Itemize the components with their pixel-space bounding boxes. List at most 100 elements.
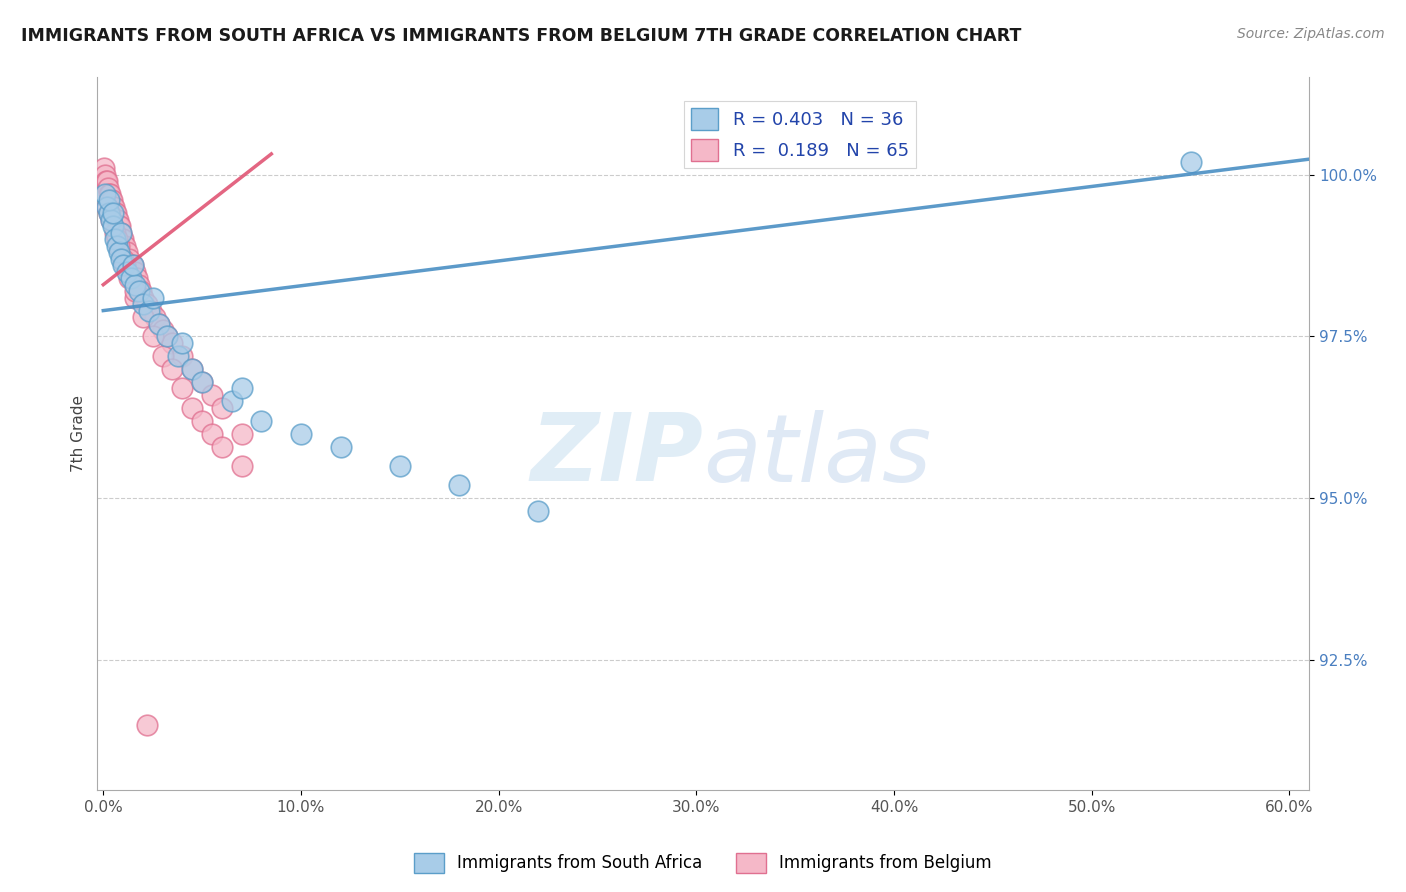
Point [108,219,131,234]
Point [135,297,157,311]
Point [172,335,194,350]
Point [101,219,124,234]
Point [98,187,121,202]
Legend: R = 0.403   N = 36, R =  0.189   N = 65: R = 0.403 N = 36, R = 0.189 N = 65 [685,101,917,169]
Point [114,258,136,272]
Text: IMMIGRANTS FROM SOUTH AFRICA VS IMMIGRANTS FROM BELGIUM 7TH GRADE CORRELATION CH: IMMIGRANTS FROM SOUTH AFRICA VS IMMIGRAN… [21,27,1022,45]
Point [152,349,174,363]
Point [124,265,146,279]
Point [148,317,170,331]
Point [231,426,253,441]
Point [128,284,150,298]
Point [98,194,121,208]
Point [103,200,125,214]
Point [118,252,141,266]
Point [96,200,118,214]
Point [112,252,135,266]
Text: atlas: atlas [703,409,932,500]
Point [250,414,273,428]
Point [231,458,253,473]
Y-axis label: 7th Grade: 7th Grade [72,395,86,472]
Point [100,213,122,227]
Point [221,394,243,409]
Point [122,258,145,272]
Point [211,401,233,415]
Point [98,187,121,202]
Point [139,303,162,318]
Point [191,375,214,389]
Point [105,232,128,246]
Point [110,226,132,240]
Point [110,226,132,240]
Point [148,317,170,331]
Point [110,252,132,266]
Point [112,258,135,272]
Point [98,206,121,220]
Point [124,291,146,305]
Point [96,174,118,188]
Point [191,414,214,428]
Point [101,194,124,208]
Point [108,245,131,260]
Text: Source: ZipAtlas.com: Source: ZipAtlas.com [1237,27,1385,41]
Point [1180,154,1202,169]
Point [191,375,214,389]
Point [101,200,124,214]
Point [105,213,128,227]
Point [172,349,194,363]
Point [124,284,146,298]
Point [155,329,177,343]
Point [94,187,117,202]
Point [132,310,155,324]
Point [100,213,122,227]
Point [98,206,121,220]
Point [142,291,165,305]
Point [93,161,115,175]
Point [128,277,150,292]
Point [162,335,184,350]
Point [120,271,142,285]
Point [132,291,155,305]
Point [329,440,352,454]
Point [211,440,233,454]
Point [112,232,135,246]
Point [114,239,136,253]
Point [104,232,127,246]
Point [104,206,127,220]
Point [129,284,152,298]
Point [135,718,157,732]
Point [96,200,118,214]
Point [96,174,118,188]
Point [142,329,165,343]
Point [108,239,131,253]
Point [172,381,194,395]
Point [107,213,129,227]
Legend: Immigrants from South Africa, Immigrants from Belgium: Immigrants from South Africa, Immigrants… [408,847,998,880]
Point [124,277,146,292]
Point [97,180,120,194]
Point [105,239,128,253]
Point [388,458,411,473]
Text: ZIP: ZIP [530,409,703,501]
Point [152,323,174,337]
Point [94,168,117,182]
Point [108,219,131,234]
Point [449,478,471,492]
Point [115,245,138,260]
Point [231,381,253,395]
Point [132,297,155,311]
Point [125,271,148,285]
Point [201,388,224,402]
Point [167,349,190,363]
Point [181,401,204,415]
Point [120,258,142,272]
Point [181,362,204,376]
Point [105,206,128,220]
Point [155,329,177,343]
Point [118,271,141,285]
Point [115,265,138,279]
Point [143,310,166,324]
Point [201,426,224,441]
Point [162,362,184,376]
Point [100,194,122,208]
